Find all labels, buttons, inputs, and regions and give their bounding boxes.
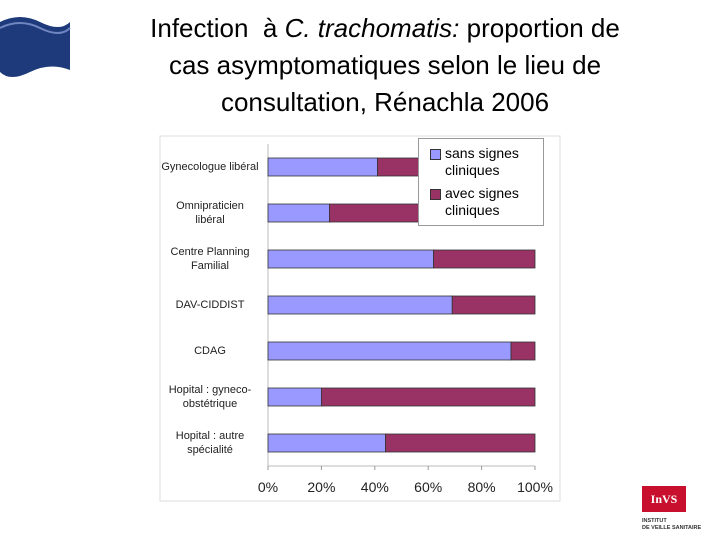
x-tick-label: 60%: [414, 479, 443, 495]
x-tick-label: 100%: [517, 479, 553, 495]
chart-frame: [159, 135, 561, 502]
bar: [267, 203, 330, 223]
logo-line: DE VEILLE SANITAIRE: [642, 525, 702, 531]
x-tick-label-box: 0%: [258, 479, 278, 495]
flag-decoration: [0, 17, 71, 77]
y-tick-label-box: DAV-CIDDIST: [160, 298, 260, 312]
x-tick-label: 0%: [257, 479, 279, 495]
bar: [267, 341, 512, 361]
title-line: Infection à C. trachomatis: proportion d…: [60, 10, 710, 47]
y-tick-label: Centre Planning Familial: [170, 246, 250, 272]
bar: [510, 341, 536, 361]
bar: [267, 295, 453, 315]
y-tick-label-box: Hopital : gyneco-obstétrique: [160, 383, 260, 411]
y-tick-label-box: CDAG: [160, 344, 260, 358]
y-tick-label-box: Centre Planning Familial: [160, 245, 260, 273]
title-line: cas asymptomatiques selon le lieu de: [60, 47, 710, 84]
x-tick-label-box: 60%: [414, 479, 442, 495]
title-part: Infection à: [150, 13, 285, 43]
title: Infection à C. trachomatis: proportion d…: [60, 10, 710, 121]
title-part: C. trachomatis:: [284, 13, 460, 43]
y-tick-label: Gynecologue libéral: [161, 161, 259, 173]
x-tick-label-box: 80%: [468, 479, 496, 495]
y-tick-label-box: Omnipraticien libéral: [160, 199, 260, 227]
x-tick-label-box: 20%: [307, 479, 335, 495]
x-tick-label: 20%: [307, 479, 336, 495]
bar: [320, 387, 536, 407]
bar: [267, 433, 386, 453]
y-tick-label: Hopital : autre spécialité: [175, 430, 245, 456]
legend-swatch: [430, 189, 441, 200]
x-tick-label: 80%: [467, 479, 496, 495]
y-tick-label: DAV-CIDDIST: [175, 299, 245, 311]
bar: [267, 157, 378, 177]
title-part: cas asymptomatiques selon le lieu de: [168, 50, 602, 80]
legend-label: sans signes cliniques: [445, 145, 519, 178]
legend-swatch: [430, 149, 441, 160]
logo-line: INSTITUT: [642, 518, 667, 524]
title-part: proportion de: [459, 13, 620, 43]
x-tick-label-box: 100%: [517, 479, 553, 495]
y-tick-label-box: Hopital : autre spécialité: [160, 429, 260, 457]
logo: InVS INSTITUT DE VEILLE SANITAIRE: [642, 486, 702, 531]
y-tick-label: Hopital : gyneco-obstétrique: [168, 384, 252, 410]
x-tick-label-box: 40%: [361, 479, 389, 495]
bar: [267, 249, 434, 269]
y-tick-label: Omnipraticien libéral: [176, 200, 244, 226]
legend-label-box: sans signes cliniques: [445, 145, 541, 179]
bar: [433, 249, 536, 269]
legend-label-box: avec signes cliniques: [445, 185, 541, 219]
title-part: consultation, Rénachla 2006: [220, 87, 550, 117]
bar: [385, 433, 536, 453]
x-tick-label: 40%: [360, 479, 389, 495]
y-tick-label: CDAG: [194, 345, 226, 357]
legend-label: avec signes cliniques: [445, 185, 519, 218]
bar: [451, 295, 536, 315]
bar: [267, 387, 322, 407]
title-line: consultation, Rénachla 2006: [60, 84, 710, 121]
y-tick-label-box: Gynecologue libéral: [160, 160, 260, 174]
legend: sans signes cliniques avec signes cliniqu…: [418, 138, 544, 226]
logo-name: InVS: [651, 492, 678, 506]
